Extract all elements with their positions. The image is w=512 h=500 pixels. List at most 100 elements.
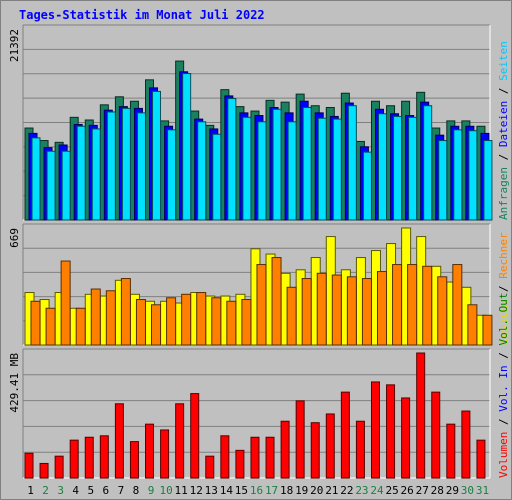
bar-volumen-volumen-day-11 (175, 403, 185, 479)
bar-volumen-volumen-day-28 (431, 391, 441, 479)
x-tick-day-28: 28 (431, 484, 444, 497)
bar-volumen-volumen-day-8 (129, 441, 139, 479)
legend-vol-out: Vol. Out (497, 293, 510, 353)
legend-seiten: Seiten (497, 41, 510, 87)
bar-volumen-volumen-day-5 (84, 436, 94, 479)
bar-besuche-rechner-day-2 (45, 307, 56, 346)
x-tick-day-9: 9 (148, 484, 155, 497)
bar-besuche-rechner-day-17 (271, 257, 282, 346)
bar-anfragen-seiten-day-29 (453, 129, 463, 221)
bar-volumen-volumen-day-26 (401, 397, 411, 479)
x-tick-day-6: 6 (103, 484, 110, 497)
bar-besuche-rechner-day-14 (226, 300, 237, 346)
bar-anfragen-seiten-day-18 (287, 121, 297, 221)
bar-volumen-volumen-day-27 (416, 352, 426, 479)
bar-besuche-rechner-day-16 (256, 264, 267, 346)
bar-volumen-volumen-day-25 (386, 384, 396, 479)
bar-besuche-rechner-day-24 (376, 271, 387, 346)
bar-anfragen-seiten-day-24 (377, 113, 387, 221)
bar-anfragen-seiten-day-4 (76, 125, 86, 221)
y-axis-max-label: 21392 (8, 29, 21, 62)
x-tick-day-19: 19 (295, 484, 308, 497)
legend-: / (497, 154, 510, 167)
bar-besuche-rechner-day-6 (105, 290, 116, 346)
bar-besuche-rechner-day-23 (361, 278, 372, 346)
legend-dateien: Dateien (497, 101, 510, 154)
x-tick-day-18: 18 (280, 484, 293, 497)
legend-besuche: Besuche (497, 299, 510, 345)
bar-besuche-rechner-day-1 (30, 300, 41, 346)
side-legend-besuche: Besuche / Rechner (497, 232, 510, 345)
bar-besuche-rechner-day-22 (346, 276, 357, 346)
bar-volumen-volumen-day-9 (145, 423, 155, 479)
bar-anfragen-seiten-day-28 (438, 140, 448, 221)
x-tick-day-3: 3 (57, 484, 64, 497)
bar-besuche-rechner-day-8 (135, 299, 146, 346)
bar-anfragen-seiten-day-23 (362, 151, 372, 221)
bar-volumen-volumen-day-10 (160, 429, 170, 479)
bar-anfragen-seiten-day-27 (423, 105, 433, 221)
x-tick-day-5: 5 (87, 484, 94, 497)
bar-volumen-volumen-day-3 (54, 455, 64, 479)
bar-volumen-volumen-day-12 (190, 393, 200, 479)
bar-besuche-rechner-day-29 (452, 264, 463, 346)
x-tick-day-13: 13 (205, 484, 218, 497)
bar-anfragen-seiten-day-21 (332, 118, 342, 221)
x-tick-day-15: 15 (235, 484, 248, 497)
bar-anfragen-seiten-day-3 (61, 150, 71, 221)
bar-volumen-volumen-day-13 (205, 455, 215, 479)
x-tick-day-30: 30 (461, 484, 474, 497)
bar-volumen-volumen-day-31 (476, 439, 486, 479)
bar-volumen-volumen-day-21 (325, 413, 335, 479)
bar-besuche-rechner-day-28 (437, 276, 448, 346)
bar-besuche-rechner-day-4 (75, 307, 86, 346)
x-tick-day-20: 20 (310, 484, 323, 497)
y-axis-max-label: 429.41 MB (8, 353, 21, 413)
bar-anfragen-seiten-day-7 (121, 107, 131, 221)
x-tick-day-31: 31 (476, 484, 489, 497)
bar-volumen-volumen-day-29 (446, 423, 456, 479)
bar-besuche-rechner-day-12 (196, 292, 207, 346)
y-axis-max-label: 669 (8, 228, 21, 248)
side-legend-volumen: Volumen / Vol. In / Vol. Out (497, 293, 510, 478)
bar-volumen-volumen-day-16 (250, 436, 260, 479)
x-tick-day-27: 27 (416, 484, 429, 497)
x-tick-day-25: 25 (385, 484, 398, 497)
bar-besuche-rechner-day-7 (120, 278, 131, 346)
x-tick-day-29: 29 (446, 484, 459, 497)
bar-anfragen-seiten-day-25 (393, 115, 403, 221)
bar-anfragen-seiten-day-30 (468, 130, 478, 221)
legend-: / (497, 352, 510, 365)
bar-besuche-rechner-day-30 (467, 304, 478, 346)
bar-anfragen-seiten-day-22 (347, 105, 357, 221)
bar-besuche-rechner-day-9 (151, 304, 162, 346)
bar-besuche-rechner-day-26 (407, 264, 418, 346)
legend-anfragen: Anfragen (497, 167, 510, 220)
bar-anfragen-seiten-day-2 (46, 150, 56, 221)
bar-anfragen-seiten-day-8 (136, 112, 146, 221)
bar-besuche-rechner-day-10 (166, 297, 177, 346)
bar-anfragen-seiten-day-9 (152, 90, 162, 221)
bar-volumen-volumen-day-18 (280, 420, 290, 479)
bar-volumen-volumen-day-6 (99, 435, 109, 479)
bar-besuche-rechner-day-11 (181, 293, 192, 346)
bar-besuche-rechner-day-18 (286, 286, 297, 346)
bar-volumen-volumen-day-17 (265, 436, 275, 479)
bar-volumen-volumen-day-7 (114, 403, 124, 479)
bar-volumen-volumen-day-4 (69, 439, 79, 479)
bar-anfragen-seiten-day-6 (106, 111, 116, 221)
bar-anfragen-seiten-day-1 (31, 137, 41, 221)
legend-: / (497, 285, 510, 298)
x-tick-day-16: 16 (250, 484, 263, 497)
x-tick-day-11: 11 (175, 484, 188, 497)
legend-: / (497, 88, 510, 101)
bar-besuche-rechner-day-25 (392, 264, 403, 346)
x-tick-day-23: 23 (355, 484, 368, 497)
bar-anfragen-seiten-day-15 (242, 116, 252, 221)
x-tick-day-8: 8 (133, 484, 140, 497)
bar-volumen-volumen-day-24 (370, 381, 380, 479)
x-tick-day-26: 26 (401, 484, 414, 497)
bar-volumen-volumen-day-22 (340, 391, 350, 479)
bar-anfragen-seiten-day-13 (212, 133, 222, 221)
legend-: / (497, 418, 510, 431)
